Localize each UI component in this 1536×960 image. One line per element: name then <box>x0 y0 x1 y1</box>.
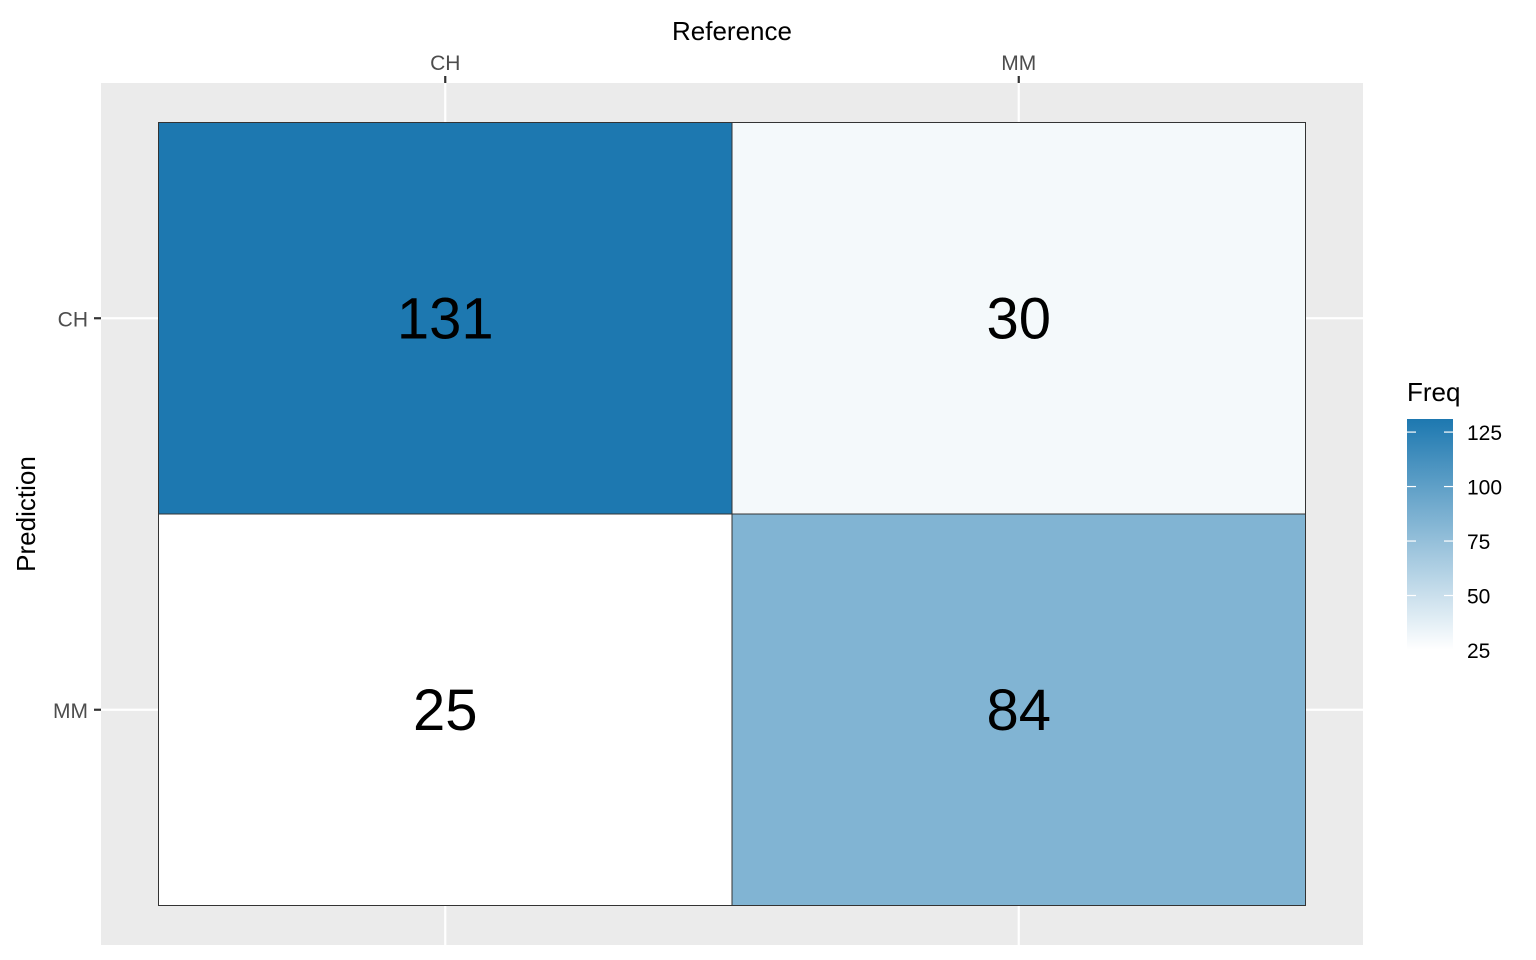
heatmap-cell <box>158 513 733 906</box>
cell-value-labels: 131 30 25 84 <box>397 286 1051 743</box>
y-tick-label: MM <box>53 700 88 723</box>
heatmap-cells <box>158 122 1306 906</box>
cell-value-label: 30 <box>986 286 1051 351</box>
y-tick-label: CH <box>58 308 88 331</box>
cell-value-label: 25 <box>413 678 478 743</box>
legend-tick-label: 125 <box>1467 422 1502 445</box>
legend-title: Freq <box>1407 377 1460 407</box>
heatmap-cell <box>731 513 1306 906</box>
heatmap-cell <box>731 122 1306 515</box>
y-axis-title: Prediction <box>11 456 41 572</box>
legend-colorbar <box>1407 419 1453 650</box>
legend-tick-label: 25 <box>1467 640 1490 663</box>
axes: CH MM CH MM <box>53 52 1036 723</box>
x-axis-title: Reference <box>672 16 792 46</box>
cell-value-label: 84 <box>986 678 1051 743</box>
legend: Freq 125 100 75 50 25 <box>1407 377 1502 663</box>
x-tick-label: MM <box>1001 52 1036 75</box>
cell-value-label: 131 <box>397 286 494 351</box>
x-tick-label: CH <box>430 52 460 75</box>
legend-tick-label: 50 <box>1467 586 1490 609</box>
legend-tick-label: 100 <box>1467 477 1502 500</box>
legend-tick-label: 75 <box>1467 531 1490 554</box>
